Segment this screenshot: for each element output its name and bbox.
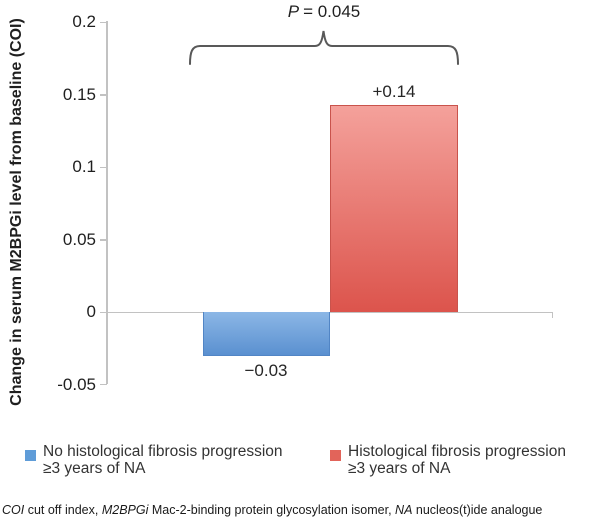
legend-label-line2: ≥3 years of NA [43, 459, 146, 477]
x-axis-end-tick [551, 312, 553, 318]
x-axis-zero-line [107, 311, 553, 313]
bar-value-label-no-progression: −0.03 [244, 361, 288, 380]
y-tick-mark [100, 166, 107, 168]
y-tick-mark [100, 239, 107, 241]
y-tick-label: 0.05 [62, 229, 96, 249]
y-tick-mark [100, 21, 107, 23]
y-tick-mark [100, 383, 107, 385]
y-tick-mark [100, 94, 107, 96]
bar-no-progression [203, 312, 330, 356]
footnote-abbr: COI [2, 503, 25, 517]
p-value-text: = 0.045 [303, 2, 361, 21]
y-tick-label: 0.1 [72, 157, 96, 176]
y-axis-line [106, 21, 108, 384]
footnote-abbr: NA [395, 503, 413, 517]
bar-progression [330, 105, 458, 312]
footnote-text: nucleos(t)ide analogue [412, 503, 543, 517]
legend-label-line1: Histological fibrosis progression [348, 443, 566, 460]
footnote-text: cut off index, [24, 503, 102, 517]
blue-square-icon [25, 450, 36, 461]
y-axis-title: Change in serum M2BPGi level from baseli… [8, 18, 25, 406]
legend-label: Histological fibrosis progression ≥3 yea… [348, 443, 600, 477]
y-tick-label: 0.2 [72, 12, 96, 31]
y-tick-label: 0 [86, 302, 96, 321]
y-tick-mark [100, 311, 107, 313]
p-value-variable: P [287, 2, 300, 21]
legend-label: No histological fibrosis progression ≥3 … [43, 443, 333, 477]
y-tick-label: 0.15 [62, 84, 96, 104]
p-value-label: P = 0.045 [244, 2, 404, 22]
y-tick-label: -0.05 [57, 374, 96, 394]
legend-label-line1: No histological fibrosis progression [43, 443, 283, 460]
footnote-abbr: M2BPGi [101, 503, 149, 517]
legend-label-line2: ≥3 years of NA [348, 459, 451, 477]
bar-value-label-progression: +0.14 [372, 82, 416, 101]
red-square-icon [330, 450, 341, 461]
footnote-text: Mac-2-binding protein glycosylation isom… [148, 503, 396, 517]
abbreviations-footnote: COI cut off index, M2BPGi Mac-2-binding … [2, 503, 599, 517]
significance-bracket [189, 30, 459, 65]
